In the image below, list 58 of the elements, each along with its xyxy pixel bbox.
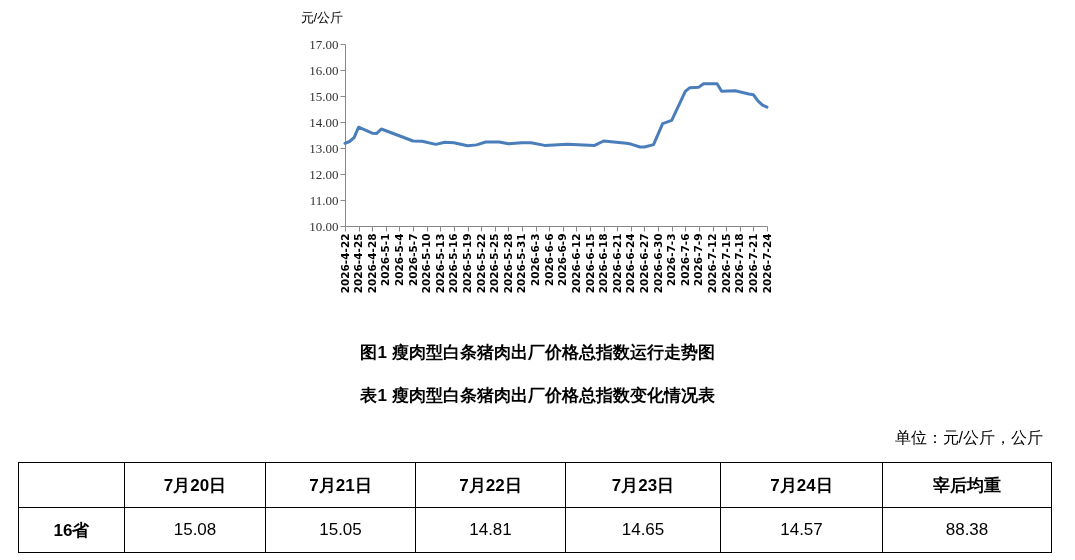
x-tick-label: 2026-7-15 [719,233,732,294]
x-tick-label: 2026-7-24 [760,233,773,294]
category-label: 7月21日 [265,462,416,508]
x-tick-label: 2026-5-7 [406,233,419,287]
x-tick-label: 2026-7-6 [678,233,691,287]
y-tick-label: 10.00 [309,218,339,234]
x-tick-label: 2026-6-24 [624,233,637,294]
category-label: 16省 [53,520,90,540]
x-tick-label: 2026-6-21 [610,233,623,294]
x-tick-label: 2026-6-12 [569,233,582,294]
x-tick-label: 2026-4-25 [352,233,365,294]
category-label: 7月23日 [565,462,721,508]
x-tick-label: 2026-5-1 [379,233,392,287]
category-label: 7月24日 [720,462,883,508]
x-tick-label: 2026-6-9 [556,233,569,287]
data-label: 14.81 [415,507,566,553]
x-tick-label: 2026-5-25 [488,233,501,294]
y-axis-title: 元/公斤 [300,9,344,25]
line-series [343,82,769,149]
x-tick-label: 2026-7-18 [733,233,746,294]
text: 表1 瘦肉型白条猪肉出厂价格总指数变化情况表 [359,385,716,407]
data-label: 14.57 [720,507,883,553]
x-tick-label: 2026-7-21 [746,233,759,294]
x-tick-label: 2026-6-6 [542,233,555,287]
data-label: 15.05 [265,507,416,553]
data-label: 14.65 [565,507,721,553]
x-tick-label: 2026-7-3 [665,233,678,287]
x-tick-label: 2026-5-22 [474,233,487,294]
y-tick-label: 16.00 [309,62,339,78]
x-tick-label: 2026-5-19 [461,233,474,294]
text: 图1 瘦肉型白条猪肉出厂价格总指数运行走势图 [359,342,716,364]
y-tick-label: 14.00 [309,114,339,130]
y-tick-label: 15.00 [309,88,339,104]
x-tick-label: 2026-6-15 [583,233,596,294]
data-label: 88.38 [882,507,1052,553]
category-label: 7月20日 [124,462,266,508]
x-tick-label: 2026-6-30 [651,233,664,294]
x-tick-label: 2026-5-28 [501,233,514,294]
x-tick-label: 2026-5-31 [515,233,528,294]
x-tick-label: 2026-7-12 [706,233,719,294]
text: 单位：元/公斤，公斤 [894,428,1043,448]
x-tick-label: 2026-5-13 [433,233,446,294]
x-tick-label: 2026-5-4 [392,233,405,287]
y-tick-label: 13.00 [309,140,339,156]
x-tick-label: 2026-4-22 [338,233,351,294]
category-label: 7月22日 [415,462,566,508]
y-tick-label: 12.00 [309,166,339,182]
y-tick-label: 17.00 [309,36,339,52]
x-tick-label: 2026-6-27 [637,233,650,294]
category-label: 宰后均重 [882,462,1052,508]
y-tick-label: 11.00 [309,192,339,208]
x-tick-label: 2026-7-9 [692,233,705,287]
x-tick-label: 2026-5-10 [420,233,433,294]
x-tick-label: 2026-4-28 [365,233,378,294]
x-tick-label: 2026-6-3 [529,233,542,287]
data-label: 15.08 [124,507,266,553]
x-tick-label: 2026-5-16 [447,233,460,294]
x-tick-label: 2026-6-18 [597,233,610,294]
